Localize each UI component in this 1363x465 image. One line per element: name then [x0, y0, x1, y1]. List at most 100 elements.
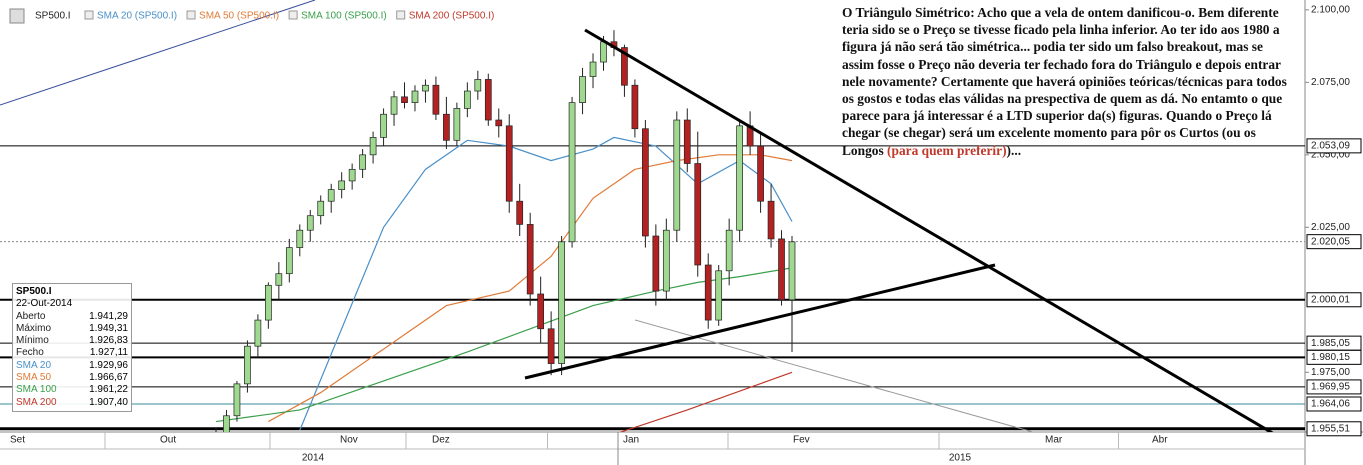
legend-entry: SMA 100 (SP500.I)	[301, 11, 387, 22]
candle-body	[338, 180, 346, 190]
x-tick-label: Abr	[1152, 435, 1168, 446]
level-label: 2.053,09	[1311, 141, 1350, 152]
level-label: 1.980,15	[1311, 352, 1350, 363]
trend-line	[0, 0, 316, 106]
candle-body	[474, 79, 482, 92]
level-label-box	[1306, 349, 1362, 365]
year-label: 2015	[949, 453, 972, 464]
candle-body	[390, 96, 398, 115]
info-value: 1.961,22	[89, 384, 128, 396]
candle-body	[652, 235, 660, 292]
candle-body	[778, 238, 785, 301]
candle-body	[296, 229, 304, 248]
info-row: SMA 20 1.929,96	[16, 360, 128, 372]
x-tick-label: Fev	[793, 435, 810, 446]
info-title: SP500.I	[16, 286, 52, 297]
x-tick-label: Out	[160, 435, 176, 446]
level-label-box	[1306, 234, 1362, 250]
candle-body	[223, 415, 230, 432]
level-label-box	[1306, 138, 1362, 154]
info-label: Mínimo	[16, 335, 49, 347]
legend-icon	[84, 10, 94, 20]
x-tick-label: Jan	[623, 435, 639, 446]
x-tick-label: Nov	[340, 435, 358, 446]
candle-body	[359, 154, 366, 170]
candle-body	[694, 163, 702, 266]
candle-body	[233, 383, 241, 417]
trend-line	[584, 28, 1274, 432]
info-value: 1.941,29	[89, 310, 128, 322]
candle-body	[600, 41, 607, 63]
candle-body	[683, 119, 691, 164]
candle-body	[725, 229, 733, 272]
candle-body	[463, 90, 471, 109]
candle-body	[317, 200, 325, 217]
info-panel: SP500.I 22-Out-2014 Aberto 1.941,29 Máximo…	[12, 283, 132, 412]
legend-icon	[186, 10, 196, 20]
legend-entry: SMA 20 (SP500.I)	[97, 11, 177, 22]
level-label-box	[1306, 292, 1362, 308]
level-label: 1.969,95	[1311, 382, 1350, 393]
level-label-box	[1306, 379, 1362, 395]
candle-body	[579, 76, 586, 103]
candle-body	[484, 79, 492, 121]
level-label-box	[1306, 396, 1362, 412]
candle-body	[526, 224, 534, 295]
level-label: 1.964,06	[1311, 399, 1350, 410]
plot	[0, 30, 1305, 432]
candle-body	[662, 229, 670, 292]
candle-body	[265, 284, 272, 321]
info-label: SMA 200	[16, 396, 57, 408]
x-tick-label: Mar	[1045, 435, 1063, 446]
legend-icon	[9, 8, 25, 24]
candle-body	[642, 128, 649, 237]
info-value: 1.949,31	[89, 322, 128, 334]
candle-body	[558, 241, 565, 364]
candle-body	[516, 200, 524, 225]
candle-body	[568, 102, 576, 243]
level-label: 1.985,05	[1311, 338, 1350, 349]
info-label: Máximo	[16, 322, 52, 334]
candle-body	[788, 241, 796, 301]
legend-entry: SMA 200 (SP500.I)	[409, 11, 495, 22]
candle-body	[589, 61, 597, 77]
info-row: SMA 200 1.907,40	[16, 397, 128, 409]
y-tick-label: 1.975,00	[1311, 367, 1350, 378]
info-label: SMA 100	[16, 384, 57, 396]
candle-body	[432, 84, 440, 115]
candle-body	[254, 319, 262, 347]
info-value: 1.929,96	[89, 359, 128, 371]
annotation-end: )...	[1006, 142, 1022, 158]
candle-body	[453, 108, 461, 141]
candle-body	[736, 125, 743, 231]
candle-body	[275, 273, 283, 286]
info-value: 1.926,83	[89, 335, 128, 347]
x-tick-label: Set	[10, 435, 25, 446]
candle-body	[673, 119, 681, 231]
candle-body	[547, 328, 555, 364]
candle-body	[380, 113, 387, 138]
drawings	[0, 0, 1274, 432]
level-label-box	[1306, 421, 1362, 437]
level-label: 1.955,51	[1311, 423, 1350, 434]
candle-body	[244, 345, 251, 385]
sma-line	[619, 371, 793, 432]
legend-icon	[288, 10, 298, 20]
trend-line	[524, 263, 996, 380]
candle-body	[285, 247, 293, 275]
y-tick-label: 2.050,00	[1311, 149, 1350, 160]
y-tick-label: 2.100,00	[1311, 4, 1350, 15]
candle-body	[631, 84, 639, 130]
info-row: Aberto 1.941,29	[16, 311, 128, 323]
info-row: Mínimo 1.926,83	[16, 335, 128, 347]
candle-body	[704, 264, 712, 321]
info-date: 22-Out-2014	[16, 298, 73, 310]
info-value: 1.966,67	[89, 372, 128, 384]
legend-icon	[396, 10, 406, 20]
info-row: Fecho 1.927,11	[16, 347, 128, 359]
level-label: 2.000,01	[1311, 294, 1350, 305]
candle-body	[537, 293, 545, 330]
info-row: Máximo 1.949,31	[16, 323, 128, 335]
